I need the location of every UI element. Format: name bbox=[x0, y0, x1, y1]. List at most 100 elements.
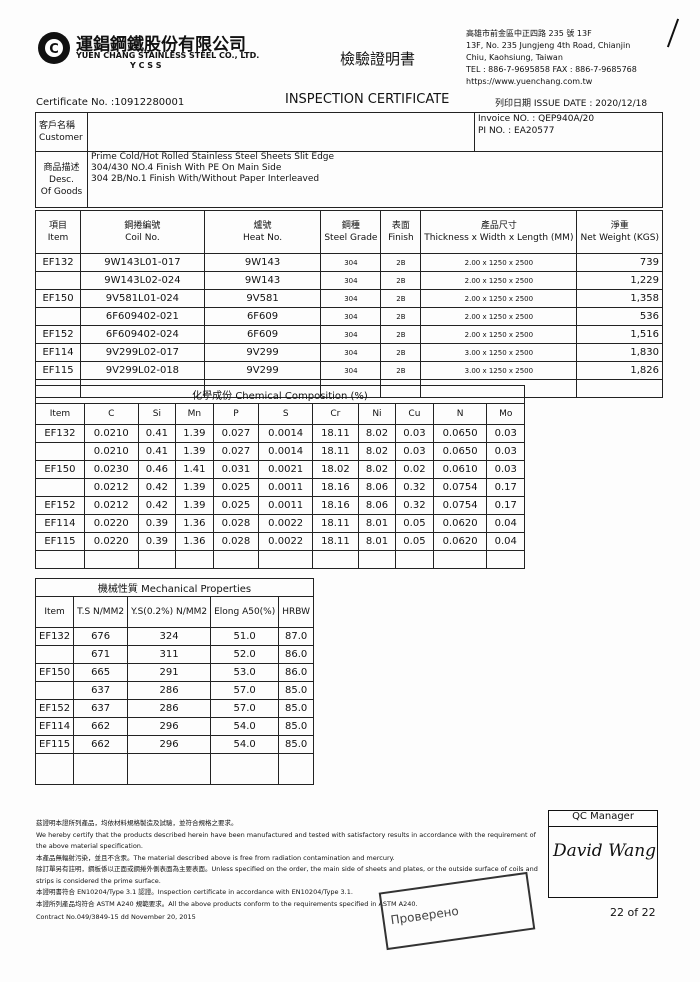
column-header: N bbox=[432, 403, 488, 425]
table-cell: EF132 bbox=[35, 424, 85, 443]
table-cell: 53.0 bbox=[210, 663, 280, 682]
column-header: Si bbox=[137, 403, 177, 425]
table-cell: EF132 bbox=[34, 253, 82, 272]
table-cell: 0.04 bbox=[486, 514, 525, 533]
empty-cell bbox=[576, 379, 663, 398]
table-cell: 0.17 bbox=[486, 496, 525, 515]
table-cell: 0.42 bbox=[137, 478, 177, 497]
table-cell: 662 bbox=[73, 717, 129, 736]
table-row: EF150 0.0230 0.46 1.41 0.031 0.0021 18.02 8.02 0… bbox=[35, 460, 525, 479]
table-cell: 2B bbox=[380, 325, 422, 344]
table-cell: 0.0220 bbox=[83, 514, 139, 533]
column-header: Y.S(0.2%) N/MM2 bbox=[127, 596, 212, 628]
company-address: 高雄市前金區中正四路 235 號 13F 13F, No. 235 Jungje… bbox=[466, 28, 637, 88]
empty-cell bbox=[127, 753, 212, 785]
table-cell: 18.11 bbox=[312, 442, 359, 461]
table-cell: 2B bbox=[380, 289, 422, 308]
table-cell: 57.0 bbox=[210, 681, 280, 700]
table-cell: 2.00 x 1250 x 2500 bbox=[420, 307, 578, 326]
table-cell: EF114 bbox=[34, 717, 75, 736]
table-cell: EF150 bbox=[34, 289, 82, 308]
table-cell: 637 bbox=[73, 681, 129, 700]
column-header: S bbox=[258, 403, 314, 425]
table-cell: 0.0212 bbox=[83, 478, 139, 497]
table-cell: 1,358 bbox=[576, 289, 663, 308]
table-cell: 51.0 bbox=[210, 627, 280, 646]
column-header: 淨重 Net Weight (KGS) bbox=[576, 210, 663, 254]
table-cell: 8.06 bbox=[357, 496, 397, 515]
table-cell bbox=[34, 271, 82, 290]
table-cell: 0.02 bbox=[395, 460, 434, 479]
table-cell: 18.11 bbox=[312, 532, 359, 551]
table-cell: 0.031 bbox=[212, 460, 260, 479]
column-header: 鋼捲編號 Coil No. bbox=[80, 210, 205, 254]
table-cell: 291 bbox=[127, 663, 212, 682]
company-name-zh: 運錩鋼鐵股份有限公司 bbox=[76, 35, 246, 55]
table-cell: 0.42 bbox=[137, 496, 177, 515]
table-cell: 9W143L01-017 bbox=[80, 253, 205, 272]
table-cell: 0.17 bbox=[486, 478, 525, 497]
table-cell: 0.0210 bbox=[83, 442, 139, 461]
certification-notes: 茲證明本證所列產品，均依材料規格製造及試驗，並符合規格之要求。 We hereb… bbox=[36, 818, 546, 924]
address-city: Chiu, Kaohsiung, Taiwan bbox=[466, 53, 563, 62]
table-cell: EF115 bbox=[34, 361, 82, 380]
table-cell: 2B bbox=[380, 253, 422, 272]
table-cell: 18.02 bbox=[312, 460, 359, 479]
column-header: C bbox=[83, 403, 139, 425]
table-row: EF150 9V581L01-024 9V581 304 2B 2.00 x 1250 x… bbox=[34, 289, 663, 308]
table-row: EF150 665 291 53.0 86.0 bbox=[34, 663, 315, 682]
mechanical-properties-table: 機械性質 Mechanical Properties Item T.S N/MM2 Y… bbox=[34, 578, 315, 785]
tel-fax: TEL : 886-7-9695858 FAX : 886-7-9685768 bbox=[466, 65, 637, 74]
table-cell: 0.03 bbox=[486, 460, 525, 479]
table-cell: 0.025 bbox=[212, 496, 260, 515]
column-header: Mo bbox=[486, 403, 525, 425]
table-row: EF115 0.0220 0.39 1.36 0.028 0.0022 18.11 8.01 0… bbox=[35, 532, 525, 551]
empty-cell bbox=[258, 550, 314, 569]
table-cell: 9V299 bbox=[203, 343, 322, 362]
table-cell: 0.0022 bbox=[258, 514, 314, 533]
table-cell: 0.028 bbox=[212, 514, 260, 533]
table-cell: 85.0 bbox=[278, 699, 315, 718]
table-row: EF152 637 286 57.0 85.0 bbox=[34, 699, 315, 718]
company-name-en: YUEN CHANG STAINLESS STEEL CO., LTD. bbox=[76, 51, 260, 60]
table-cell: 311 bbox=[127, 645, 212, 664]
customer-table: 客戶名稱 Customer Invoice NO. : QEP940A/20 PI … bbox=[35, 112, 663, 208]
table-cell: 286 bbox=[127, 681, 212, 700]
table-cell: 87.0 bbox=[278, 627, 315, 646]
table-cell: 18.11 bbox=[312, 514, 359, 533]
table-cell: 2.00 x 1250 x 2500 bbox=[420, 325, 578, 344]
table-cell bbox=[35, 478, 85, 497]
table-cell: 2B bbox=[380, 361, 422, 380]
table-row: EF114 0.0220 0.39 1.36 0.028 0.0022 18.11 8.01 0… bbox=[35, 514, 525, 533]
empty-cell bbox=[35, 550, 85, 569]
table-row: 671 311 52.0 86.0 bbox=[34, 645, 315, 664]
table-cell: 3.00 x 1250 x 2500 bbox=[420, 343, 578, 362]
empty-cell bbox=[432, 550, 488, 569]
table-cell: 1,516 bbox=[576, 325, 663, 344]
table-cell: EF152 bbox=[34, 325, 82, 344]
table-cell: 304 bbox=[320, 271, 382, 290]
table-cell: 9W143L02-024 bbox=[80, 271, 205, 290]
table-cell: 1.39 bbox=[175, 442, 214, 461]
table-cell: 324 bbox=[127, 627, 212, 646]
table-cell bbox=[34, 307, 82, 326]
table-cell: 0.0754 bbox=[432, 496, 488, 515]
table-cell: 8.02 bbox=[357, 424, 397, 443]
table-cell: 296 bbox=[127, 735, 212, 754]
column-header: P bbox=[212, 403, 260, 425]
table-cell: 2B bbox=[380, 307, 422, 326]
empty-cell bbox=[175, 550, 214, 569]
empty-cell bbox=[210, 753, 280, 785]
table-cell: 1.41 bbox=[175, 460, 214, 479]
table-cell: 0.0650 bbox=[432, 424, 488, 443]
table-cell: 9W143 bbox=[203, 271, 322, 290]
table-cell: 6F609 bbox=[203, 307, 322, 326]
table-cell: 0.03 bbox=[395, 442, 434, 461]
table-cell: 0.0014 bbox=[258, 442, 314, 461]
column-header: HRBW bbox=[278, 596, 315, 628]
table-cell: 18.16 bbox=[312, 478, 359, 497]
table-cell: 0.05 bbox=[395, 514, 434, 533]
table-cell: 637 bbox=[73, 699, 129, 718]
table-cell: 286 bbox=[127, 699, 212, 718]
